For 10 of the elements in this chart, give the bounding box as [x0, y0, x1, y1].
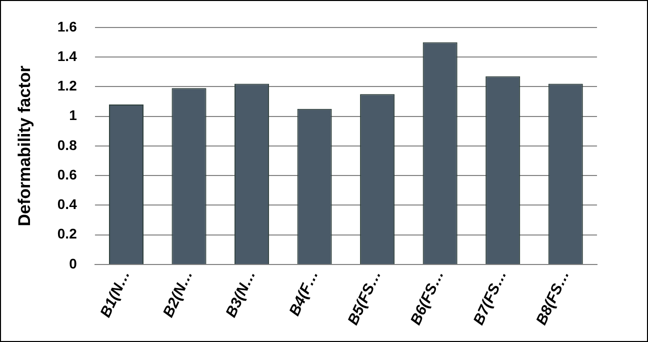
y-tick-label: 1.6: [57, 18, 78, 34]
y-tick-label: 0: [69, 255, 78, 272]
y-tick-label: 0.2: [57, 226, 78, 242]
y-tick-label: 0.6: [57, 166, 78, 182]
y-tick-label: 0.4: [57, 196, 78, 212]
y-tick-label: 0.8: [57, 136, 78, 153]
y-tick-label: 1.4: [57, 48, 78, 64]
y-tick-label: 1: [69, 107, 78, 124]
y-axis-title: Deformability factor: [14, 65, 34, 226]
y-tick-label: 1.2: [57, 78, 78, 94]
